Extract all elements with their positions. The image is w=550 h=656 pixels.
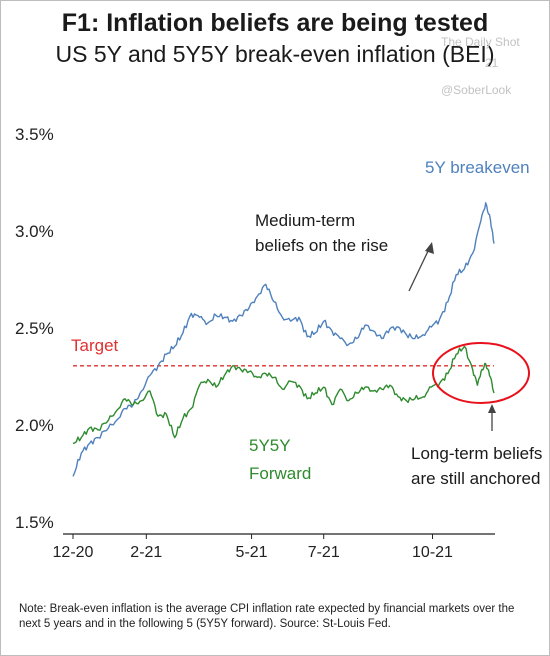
series-label-forward: Forward [249, 464, 311, 483]
chart-title: F1: Inflation beliefs are being tested [61, 9, 489, 37]
x-axis: 12-20 2-21 5-21 7-21 10-21 [53, 534, 453, 561]
x-tick-label: 5-21 [236, 544, 268, 561]
y-tick-label: 2.5% [15, 319, 54, 338]
arrow-up-short-icon [488, 404, 496, 431]
series-line-5y-breakeven [72, 202, 495, 477]
y-tick-label: 3.0% [15, 222, 54, 241]
annotation-long-term-line1: Long-term beliefs [411, 444, 542, 463]
arrow-up-icon [408, 242, 434, 292]
x-tick-label: 12-20 [53, 544, 94, 561]
series-label-5y-breakeven: 5Y breakeven [425, 158, 530, 177]
y-tick-label: 3.5% [15, 125, 54, 144]
annotation-medium-term-line1: Medium-term [255, 211, 355, 230]
chart-plot: 1.5% 2.0% 2.5% 3.0% 3.5% 12-20 2-21 5-21 7-21 10… [15, 125, 542, 561]
series-line-5y5y-forward [72, 345, 495, 445]
watermark-source: The Daily Shot [441, 35, 520, 49]
target-label: Target [71, 336, 119, 355]
x-tick-label: 10-21 [412, 544, 453, 561]
watermark-year: 21 [485, 56, 499, 70]
highlight-circle [432, 342, 530, 404]
annotation-long-term-line2: are still anchored [411, 469, 540, 488]
y-axis: 1.5% 2.0% 2.5% 3.0% 3.5% [15, 125, 54, 532]
watermark-handle: @SoberLook [441, 83, 512, 97]
chart-note: Note: Break-even inflation is the averag… [19, 603, 515, 630]
chart-subtitle: US 5Y and 5Y5Y break-even inflation (BEI… [55, 41, 495, 67]
y-tick-label: 2.0% [15, 416, 54, 435]
x-tick-label: 7-21 [308, 544, 340, 561]
annotation-medium-term-line2: beliefs on the rise [255, 236, 388, 255]
x-tick-label: 2-21 [130, 544, 162, 561]
series-label-5y5y: 5Y5Y [249, 436, 291, 455]
y-tick-label: 1.5% [15, 513, 54, 532]
